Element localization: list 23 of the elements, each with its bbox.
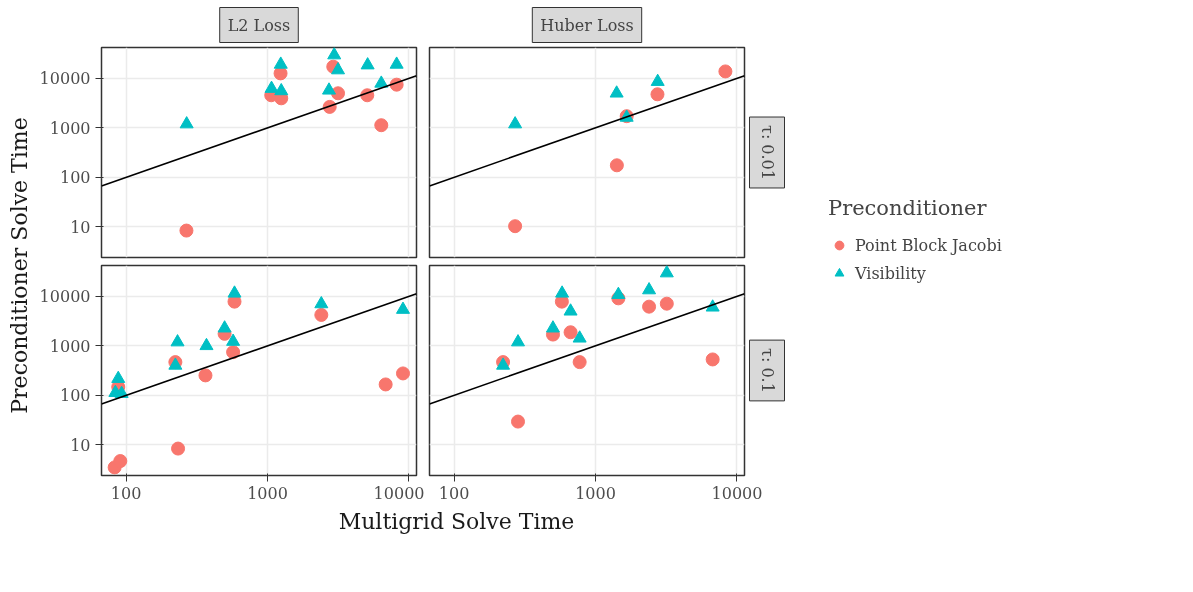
chart-title: Huber Loss: [540, 15, 634, 35]
x-tick-label: 100: [438, 483, 470, 503]
legend-label: Point Block Jacobi: [855, 235, 1002, 255]
y-axis-title: Preconditioner Solve Time: [6, 117, 32, 414]
y-tick-label: 100: [59, 168, 91, 188]
x-axis-title: Multigrid Solve Time: [338, 508, 575, 534]
chart-title: L2 Loss: [227, 15, 291, 35]
x-tick-label: 1000: [575, 483, 616, 503]
y-tick-label: 10000: [39, 287, 91, 307]
x-tick-label: 10000: [373, 483, 425, 503]
y-tick-label: 10000: [39, 69, 91, 89]
text: τ: 0.1: [757, 348, 777, 393]
x-tick-label: 1000: [247, 483, 288, 503]
text: τ: 0.01: [757, 125, 777, 180]
y-tick-label: 1000: [49, 336, 91, 356]
y-tick-label: 100: [59, 386, 91, 406]
legend-title: Preconditioner: [828, 196, 988, 220]
y-tick-label: 10: [70, 217, 91, 237]
y-tick-label: 10: [70, 435, 91, 455]
x-tick-label: 100: [110, 483, 142, 503]
legend-label: Visibility: [855, 263, 926, 283]
y-tick-label: 1000: [49, 118, 91, 138]
x-tick-label: 10000: [711, 483, 763, 503]
